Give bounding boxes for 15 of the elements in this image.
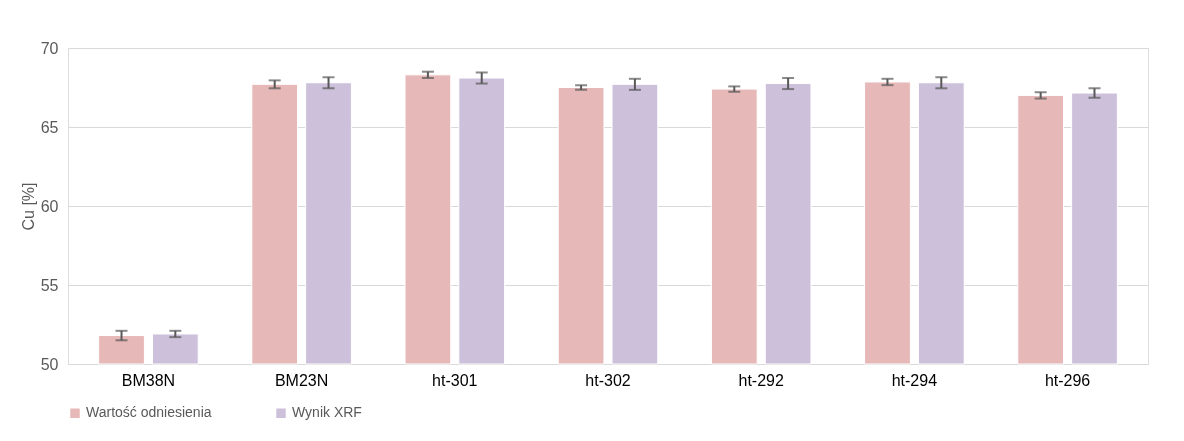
x-tick-label: ht-301: [432, 371, 478, 389]
x-tick-label: ht-294: [891, 371, 938, 389]
legend-label: Wynik XRF: [292, 404, 362, 421]
x-tick-label: BM23N: [274, 371, 329, 389]
x-tick-label: ht-302: [585, 371, 631, 389]
x-tick-label: ht-296: [1044, 371, 1091, 389]
y-tick-label: 60: [40, 197, 59, 215]
y-axis-title: Cu [%]: [19, 182, 37, 231]
y-tick-label: 65: [40, 118, 59, 136]
legend-label: Wartość odniesienia: [86, 404, 212, 421]
y-tick-label: 55: [40, 276, 59, 294]
x-tick-label: ht-292: [738, 371, 784, 389]
y-tick-label: 70: [40, 39, 59, 57]
x-tick-label: BM38N: [121, 371, 176, 389]
y-tick-label: 50: [40, 355, 59, 373]
